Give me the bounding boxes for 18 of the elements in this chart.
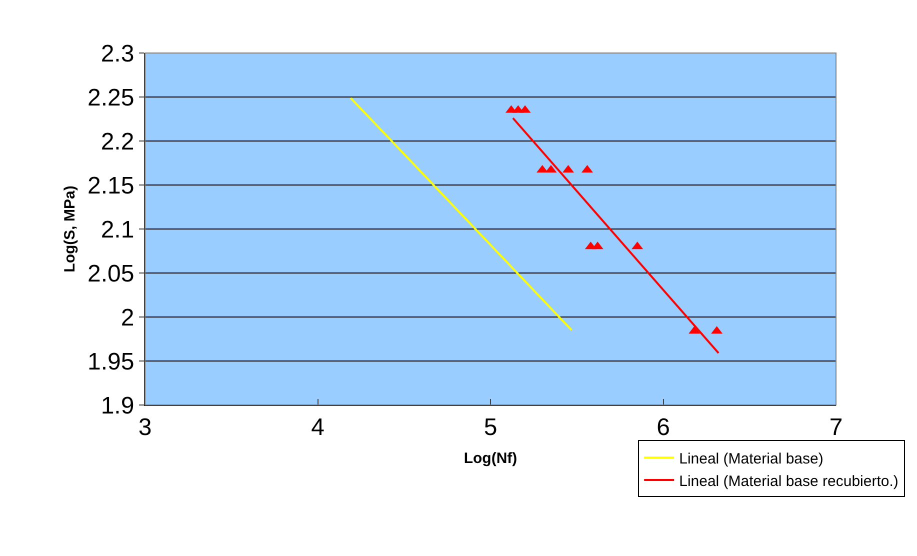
x-tick-label: 6 (656, 414, 670, 441)
y-tick-label: 2.05 (87, 260, 134, 288)
y-tick-label: 2.25 (87, 84, 134, 112)
x-tick-label: 3 (138, 414, 152, 441)
y-tick-label: 2.15 (87, 172, 134, 200)
x-tick-label: 4 (311, 414, 324, 441)
x-tick-label: 7 (829, 414, 843, 441)
y-tick-label: 1.95 (87, 348, 134, 376)
y-tick-label: 2.2 (100, 128, 134, 156)
y-tick-label: 2.1 (100, 216, 134, 244)
y-tick-label: 1.9 (100, 392, 134, 420)
legend-label: Lineal (Material base) (679, 450, 824, 468)
x-axis-title: Log(Nf) (464, 450, 518, 467)
y-tick-label: 2.3 (100, 40, 134, 68)
y-tick-label: 2 (120, 304, 134, 332)
x-tick-label: 5 (484, 414, 498, 441)
legend-label: Lineal (Material base recubierto.) (679, 472, 898, 490)
y-axis-title: Log(S, MPa) (62, 186, 79, 272)
